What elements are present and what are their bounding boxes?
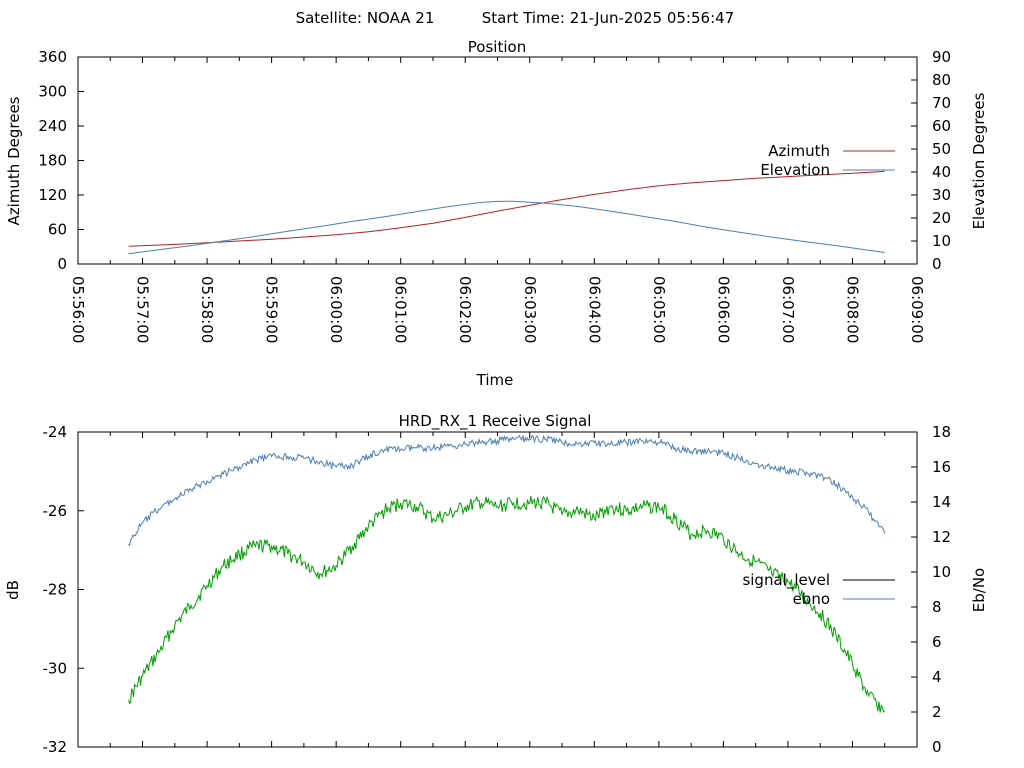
signal-line-ebno <box>128 434 886 547</box>
position-y-tick-label: 240 <box>38 117 67 135</box>
signal-legend: signal_level ebno <box>742 571 895 608</box>
position-x-tick-label: 05:59:00 <box>263 276 281 343</box>
signal-y-tick-label: -28 <box>43 581 68 599</box>
position-x-tick-label: 05:57:00 <box>134 276 152 343</box>
legend-label-signal-level: signal_level <box>742 571 830 590</box>
position-chart-title: Position <box>468 38 526 56</box>
signal-y2-tick-label: 0 <box>932 738 942 756</box>
position-x-tick-label: 05:58:00 <box>198 276 216 343</box>
position-y2-tick-label: 50 <box>932 140 951 158</box>
legend-label-azimuth: Azimuth <box>768 142 830 160</box>
signal-y2-tick-label: 2 <box>932 703 942 721</box>
position-y2-tick-label: 70 <box>932 94 951 112</box>
position-x-axis-title: Time <box>476 371 514 389</box>
position-x-tick-label: 06:02:00 <box>456 276 474 343</box>
position-y-tick-label: 360 <box>38 48 67 66</box>
signal-y-tick-label: -24 <box>43 423 68 441</box>
signal-y-tick-label: -30 <box>43 659 68 677</box>
position-chart: Position Azimuth Degrees Elevation Degre… <box>5 38 988 389</box>
position-axes: 0 60 120 180 240 300 360 0 10 20 30 40 50 60 70 80 90 05:… <box>38 48 951 343</box>
position-y-tick-label: 180 <box>38 152 67 170</box>
position-x-tick-label: 06:08:00 <box>843 276 861 343</box>
position-x-tick-label: 06:04:00 <box>585 276 603 343</box>
position-y2-tick-label: 40 <box>932 163 951 181</box>
signal-y2-tick-label: 10 <box>932 563 951 581</box>
signal-y2-tick-label: 16 <box>932 458 951 476</box>
legend-label-ebno: ebno <box>793 590 830 608</box>
signal-y2-tick-label: 14 <box>932 493 951 511</box>
position-y2-axis-title: Elevation Degrees <box>970 92 988 229</box>
satellite-label: Satellite: NOAA 21 <box>296 9 435 27</box>
position-x-tick-label: 06:01:00 <box>392 276 410 343</box>
position-x-tick-label: 06:03:00 <box>521 276 539 343</box>
start-time-label: Start Time: 21-Jun-2025 05:56:47 <box>482 9 734 27</box>
position-y2-tick-label: 60 <box>932 117 951 135</box>
position-y2-tick-label: 0 <box>932 255 942 273</box>
signal-y-tick-label: -32 <box>43 738 68 756</box>
signal-chart: HRD_RX_1 Receive Signal dB Eb/No -32-30-… <box>4 412 988 756</box>
position-y2-tick-label: 10 <box>932 232 951 250</box>
signal-line-signal-level <box>128 495 885 713</box>
signal-plot-frame <box>77 431 918 748</box>
position-y-tick-label: 120 <box>38 186 67 204</box>
signal-y-axis-title: dB <box>4 580 22 600</box>
position-legend: Azimuth Elevation <box>760 142 895 179</box>
position-line-elevation <box>128 200 885 255</box>
position-y2-tick-label: 80 <box>932 71 951 89</box>
signal-series <box>128 434 886 713</box>
position-x-tick-label: 06:05:00 <box>650 276 668 343</box>
position-line-azimuth <box>128 170 885 247</box>
signal-y2-tick-label: 12 <box>932 528 951 546</box>
position-y-tick-label: 300 <box>38 83 67 101</box>
position-x-tick-label: 06:07:00 <box>779 276 797 343</box>
position-series <box>128 170 885 255</box>
signal-y2-axis-title: Eb/No <box>970 568 988 612</box>
position-y2-tick-label: 30 <box>932 186 951 204</box>
signal-y-tick-label: -26 <box>43 502 68 520</box>
legend-label-elevation: Elevation <box>760 161 830 179</box>
position-x-tick-label: 06:00:00 <box>327 276 345 343</box>
signal-y2-tick-label: 8 <box>932 598 942 616</box>
position-y2-tick-label: 90 <box>932 48 951 66</box>
position-y-tick-label: 0 <box>57 255 67 273</box>
position-y2-tick-label: 20 <box>932 209 951 227</box>
signal-axes: -32 -30 -28 -26 -24 0 2 4 6 8 10 12 14 16 18 <box>43 423 952 756</box>
signal-y2-tick-label: 4 <box>932 668 942 686</box>
signal-y2-tick-label: 18 <box>932 423 951 441</box>
position-y-axis-title: Azimuth Degrees <box>5 96 23 225</box>
signal-y2-tick-label: 6 <box>932 633 942 651</box>
position-x-tick-label: 06:09:00 <box>908 276 926 343</box>
position-x-tick-label: 05:56:00 <box>69 276 87 343</box>
signal-chart-title: HRD_RX_1 Receive Signal <box>399 412 592 431</box>
position-y-tick-label: 60 <box>48 221 67 239</box>
position-x-tick-label: 06:06:00 <box>714 276 732 343</box>
